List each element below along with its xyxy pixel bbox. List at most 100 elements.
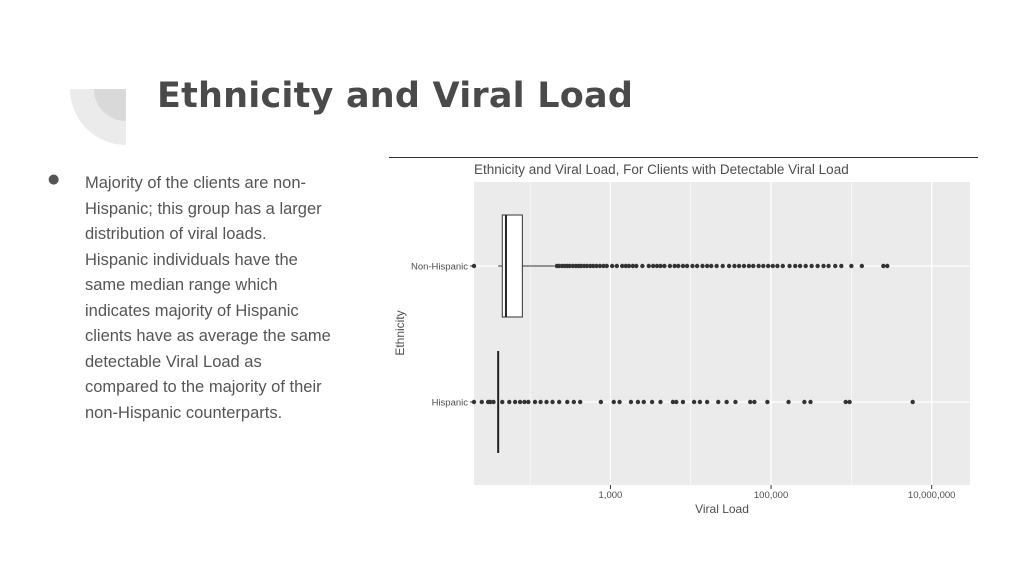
outlier-point: [619, 263, 625, 269]
outlier-point: [609, 263, 615, 269]
outlier-point: [780, 263, 785, 269]
outlier-point: [849, 263, 854, 269]
outlier-point: [641, 399, 646, 405]
box-layer: [497, 214, 555, 453]
outlier-point: [550, 399, 555, 405]
chart-top-rule: [389, 157, 978, 158]
outlier-point: [617, 399, 622, 405]
chart-title: Ethnicity and Viral Load, For Clients wi…: [474, 162, 849, 177]
outlier-point: [649, 399, 655, 405]
outlier-point: [571, 399, 577, 405]
outlier-point: [726, 263, 732, 269]
outlier-point: [765, 263, 771, 269]
outlier-point: [662, 263, 667, 269]
outlier-point: [793, 263, 798, 269]
outlier-point: [704, 263, 710, 269]
outlier-point: [741, 263, 747, 269]
y-tick-label: Hispanic: [432, 398, 469, 409]
outlier-point: [556, 399, 562, 405]
outlier-point: [752, 399, 757, 405]
outlier-point: [614, 263, 620, 269]
outlier-point: [634, 263, 639, 269]
outlier-point: [522, 399, 527, 405]
outlier-point: [479, 399, 484, 405]
outlier-point: [591, 263, 596, 269]
outlier-point: [843, 399, 848, 405]
outlier-point: [697, 399, 703, 405]
x-tick-label: 100,000: [754, 490, 788, 501]
outlier-point: [787, 263, 792, 269]
bullet-line: clients have as average the same: [85, 327, 331, 345]
outlier-point: [680, 263, 686, 269]
outlier-point: [623, 263, 628, 269]
outlier-point: [704, 399, 710, 405]
outlier-point: [910, 399, 915, 405]
box-iqr: [501, 214, 523, 318]
outlier-point: [488, 399, 493, 405]
outlier-point: [847, 399, 852, 405]
outlier-point: [797, 263, 803, 269]
outlier-point: [714, 263, 719, 269]
bullet-line: distribution of viral loads.: [85, 225, 267, 243]
outlier-point: [635, 399, 641, 405]
outlier-point: [650, 263, 656, 269]
outlier-point: [885, 263, 890, 269]
outlier-point: [640, 263, 645, 269]
y-axis: Non-Hispanic Hispanic: [411, 262, 474, 409]
outlier-point: [667, 263, 673, 269]
outlier-point: [815, 263, 820, 269]
outlier-point: [646, 263, 651, 269]
outlier-point: [670, 399, 676, 405]
outlier-point: [732, 263, 737, 269]
bullet-line: Majority of the clients are non-: [85, 174, 307, 192]
outlier-point: [694, 263, 700, 269]
outlier-point: [507, 399, 512, 405]
outlier-point: [700, 263, 705, 269]
outlier-point: [833, 263, 838, 269]
bullet-line: compared to the majority of their: [85, 378, 322, 396]
outlier-point: [770, 263, 775, 269]
outlier-point: [709, 263, 714, 269]
bullet-line: Hispanic individuals have the: [85, 250, 298, 269]
outlier-point: [676, 263, 681, 269]
y-axis-label: Ethnicity: [393, 310, 407, 355]
outlier-point: [567, 263, 572, 269]
outlier-point: [594, 263, 599, 269]
bullet-line: indicates majority of Hispanic: [85, 301, 299, 320]
outlier-point: [674, 399, 679, 405]
outlier-point: [756, 263, 761, 269]
outlier-point: [491, 399, 496, 405]
outlier-point: [765, 399, 770, 405]
outlier-point: [775, 263, 780, 269]
boxplot-chart: Ethnicity and Viral Load, For Clients wi…: [393, 162, 970, 516]
outlier-point: [500, 399, 505, 405]
outlier-point: [839, 263, 844, 269]
outlier-point: [826, 263, 831, 269]
outlier-point: [658, 263, 663, 269]
outlier-point: [526, 399, 531, 405]
outlier-point: [803, 263, 808, 269]
outlier-point: [601, 263, 606, 269]
slide-title: Ethnicity and Viral Load: [157, 76, 634, 116]
x-axis-label: Viral Load: [695, 502, 749, 516]
outlier-point: [746, 263, 752, 269]
outlier-point: [748, 399, 753, 405]
bullet-line: non-Hispanic counterparts.: [85, 403, 283, 422]
outlier-point: [733, 399, 738, 405]
bullet-icon: ●: [48, 172, 60, 187]
outlier-point: [611, 399, 616, 405]
x-axis: 1,000 100,000 10,000,000: [599, 485, 955, 501]
outlier-point: [654, 263, 660, 269]
outlier-point: [751, 263, 756, 269]
outlier-point: [604, 263, 609, 269]
outlier-point: [821, 263, 826, 269]
outlier-point: [786, 399, 791, 405]
outlier-point: [512, 399, 518, 405]
outlier-point: [684, 263, 690, 269]
outlier-point: [598, 399, 604, 405]
outlier-point: [691, 399, 697, 405]
outlier-point: [628, 399, 634, 405]
outlier-point: [736, 263, 742, 269]
outlier-point: [680, 399, 686, 405]
outlier-point: [724, 399, 729, 405]
